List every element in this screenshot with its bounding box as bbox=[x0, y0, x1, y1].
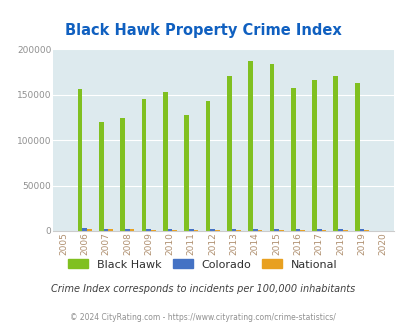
Legend: Black Hawk, Colorado, National: Black Hawk, Colorado, National bbox=[64, 255, 341, 274]
Bar bbox=[354, 83, 358, 231]
Bar bbox=[290, 87, 295, 231]
Bar bbox=[215, 230, 219, 231]
Bar bbox=[358, 229, 363, 231]
Bar bbox=[252, 229, 257, 231]
Bar bbox=[316, 229, 321, 231]
Bar bbox=[300, 230, 304, 231]
Text: © 2024 CityRating.com - https://www.cityrating.com/crime-statistics/: © 2024 CityRating.com - https://www.city… bbox=[70, 313, 335, 322]
Bar bbox=[172, 230, 177, 231]
Bar bbox=[278, 230, 283, 231]
Bar bbox=[120, 117, 125, 231]
Bar bbox=[130, 229, 134, 231]
Bar bbox=[125, 229, 130, 231]
Bar bbox=[257, 230, 262, 231]
Text: Crime Index corresponds to incidents per 100,000 inhabitants: Crime Index corresponds to incidents per… bbox=[51, 284, 354, 294]
Bar bbox=[247, 61, 252, 231]
Bar bbox=[99, 122, 103, 231]
Bar bbox=[333, 76, 337, 231]
Bar bbox=[82, 228, 87, 231]
Bar bbox=[273, 229, 278, 231]
Bar bbox=[184, 115, 188, 231]
Bar bbox=[226, 76, 231, 231]
Bar bbox=[87, 229, 92, 231]
Bar bbox=[108, 229, 113, 231]
Bar bbox=[141, 99, 146, 231]
Bar bbox=[321, 230, 326, 231]
Bar bbox=[103, 229, 108, 231]
Bar bbox=[269, 64, 273, 231]
Text: Black Hawk Property Crime Index: Black Hawk Property Crime Index bbox=[64, 23, 341, 38]
Bar bbox=[188, 229, 193, 231]
Bar bbox=[363, 230, 368, 231]
Bar bbox=[146, 229, 151, 231]
Bar bbox=[295, 229, 300, 231]
Bar bbox=[210, 229, 215, 231]
Bar bbox=[167, 229, 172, 231]
Bar bbox=[193, 230, 198, 231]
Bar bbox=[162, 92, 167, 231]
Bar bbox=[151, 230, 156, 231]
Bar bbox=[205, 101, 210, 231]
Bar bbox=[342, 230, 347, 231]
Bar bbox=[337, 229, 342, 231]
Bar bbox=[236, 230, 241, 231]
Bar bbox=[231, 229, 236, 231]
Bar bbox=[77, 89, 82, 231]
Bar bbox=[311, 80, 316, 231]
